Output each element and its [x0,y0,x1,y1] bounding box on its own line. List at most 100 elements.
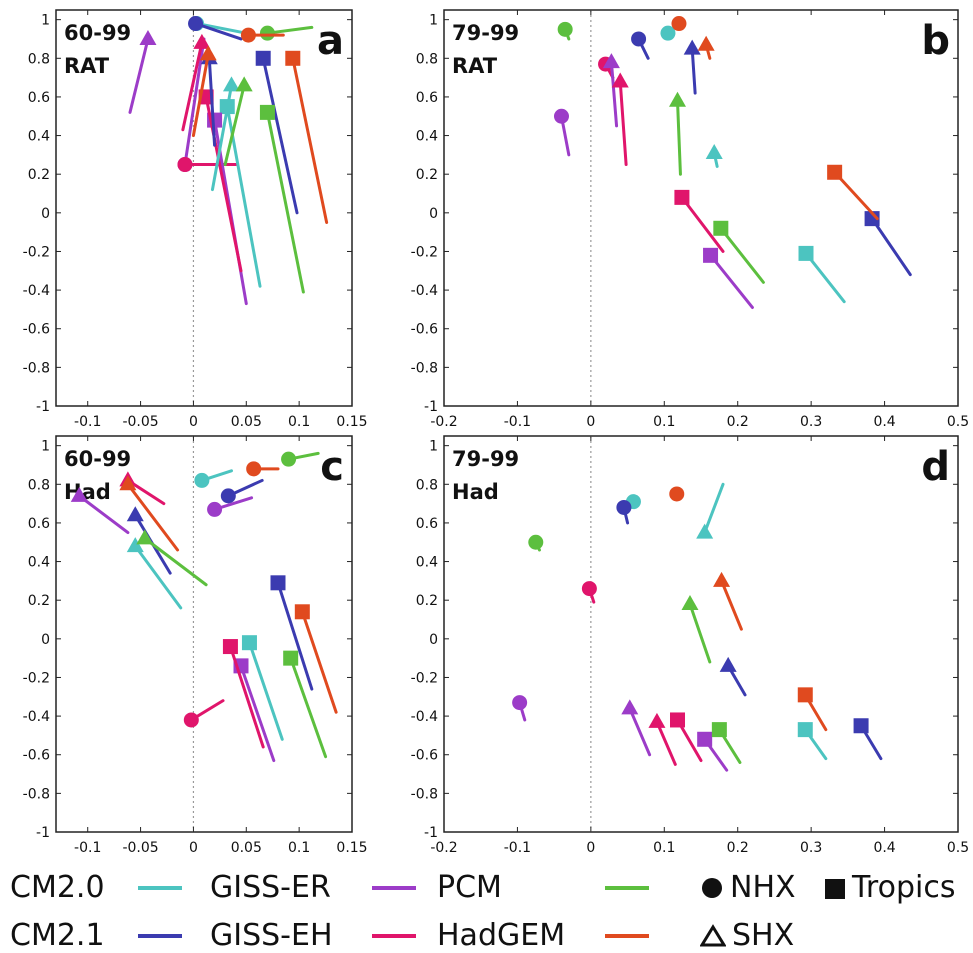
marker-cm2-1-tropics [853,718,869,734]
x-tick-label: 0.1 [288,840,310,856]
marker-cm2-0-tropics [797,722,813,738]
trend-line-giss-eh-tropics [228,645,265,749]
y-tick-label: -0.2 [23,244,50,260]
marker-pcm-nhx [259,25,275,41]
trend-line-giss-er-tropics [709,253,754,309]
trend-line-cm2-1-shx [690,47,697,95]
x-tick-label: 0.5 [947,414,969,430]
marker-hadgem-tropics [285,50,301,66]
marker-cm2-0-tropics [798,245,814,261]
marker-giss-eh-nhx [177,157,193,173]
marker-cm2-1-nhx [220,488,236,504]
marker-giss-eh-tropics [222,639,238,655]
marker-pcm-nhx [528,534,544,550]
trend-line-pcm-tropics [289,656,328,759]
y-tick-label: -1 [36,825,50,841]
legend-line-cm20 [138,886,182,890]
y-tick-label: 0.4 [28,129,50,145]
legend-label-nhx: NHX [730,870,796,905]
trend-line-cm2-0-shx [703,482,725,535]
y-tick-label: -1 [36,399,50,415]
x-tick-label: -0.1 [74,840,101,856]
x-tick-label: 0.1 [653,840,675,856]
x-tick-label: 0.15 [336,840,367,856]
marker-cm2-1-shx [126,506,144,522]
y-tick-label: 0.8 [28,51,50,67]
marker-giss-eh-shx [193,33,211,49]
trend-line-giss-eh-shx [655,720,677,766]
legend-label-tropics: Tropics [852,870,956,905]
y-tick-label: -0.6 [23,748,50,764]
trend-line-pcm-shx [143,536,208,587]
panel-letter: a [317,18,344,64]
trend-line-giss-eh-shx [618,79,628,167]
x-tick-label: 0 [586,840,595,856]
panel-period-label: 60-99 [64,447,131,471]
legend-line-hadgem [605,934,649,938]
panel-a: -1 -0.8 -0.6 -0.4 -0.2 0 0.2 0.4 0.6 0.8 1 -0.1 -0.0… [23,9,368,430]
trend-line-hadgem-shx [191,52,210,138]
legend-label-giss-eh: GISS-EH [210,918,333,953]
marker-hadgem-nhx [671,16,687,32]
y-tick-label: 0.2 [28,167,50,183]
y-tick-label: 1 [41,13,50,29]
marker-pcm-shx [669,91,687,107]
panel-period-label: 79-99 [452,21,519,45]
trend-line-cm2-0-tropics [804,251,846,304]
y-tick-label: -0.6 [411,748,438,764]
panel-letter: d [921,444,950,490]
marker-giss-er-tropics [703,247,719,263]
marker-giss-er-tropics [697,731,713,747]
y-tick-label: -0.2 [411,670,438,686]
marker-hadgem-shx [697,35,715,51]
legend-line-pcm [605,886,649,890]
y-tick-label: -0.4 [23,709,50,725]
marker-cm2-0-shx [705,143,723,159]
y-tick-label: 0.6 [416,90,438,106]
x-tick-label: 0.1 [288,414,310,430]
marker-hadgem-shx [199,45,217,61]
marker-hadgem-nhx [246,461,262,477]
x-tick-label: -0.05 [122,840,158,856]
x-tick-label: 0 [189,840,198,856]
x-tick-label: 0.05 [231,414,262,430]
marker-cm2-0-shx [126,537,144,553]
y-tick-label: 0 [429,206,438,222]
y-tick-label: 0.4 [416,555,438,571]
marker-giss-eh-tropics [674,189,690,205]
trend-line-cm2-1-nhx [194,22,243,41]
marker-hadgem-tropics [827,164,843,180]
x-tick-label: 0.4 [873,840,895,856]
y-tick-label: 0.6 [28,516,50,532]
marker-giss-eh-nhx [581,581,597,597]
x-tick-label: -0.05 [122,414,158,430]
trend-line-hadgem-tropics [833,170,879,221]
marker-giss-er-shx [621,699,639,715]
panel-period-label: 60-99 [64,21,131,45]
y-tick-label: 0.2 [416,593,438,609]
panel-c: -1 -0.8 -0.6 -0.4 -0.2 0 0.2 0.4 0.6 0.8 1 -0.1 -0.0… [23,435,368,856]
trend-line-cm2-1-shx [207,56,217,147]
legend-label-cm21: CM2.1 [10,918,105,953]
marker-pcm-shx [136,529,154,545]
marker-cm2-0-shx [696,523,714,539]
y-tick-label: -1 [424,825,438,841]
legend-label-pcm: PCM [437,870,502,905]
x-tick-label: 0.3 [800,414,822,430]
y-tick-label: -0.2 [23,670,50,686]
x-tick-label: -0.2 [430,840,457,856]
marker-pcm-nhx [281,451,297,467]
y-tick-label: 0.8 [416,51,438,67]
panel-b: -1 -0.8 -0.6 -0.4 -0.2 0 0.2 0.4 0.6 0.8 1 -0.2 -0.1… [411,9,969,430]
y-tick-label: 0.4 [28,555,50,571]
trend-line-pcm-shx [676,99,682,176]
trend-line-giss-er-shx [128,37,150,114]
x-tick-label: -0.2 [430,414,457,430]
x-tick-label: 0 [586,414,595,430]
x-tick-label: 0.3 [800,840,822,856]
trend-line-pcm-tropics [265,110,305,294]
marker-giss-eh-tropics [670,712,686,728]
panel-d: -1 -0.8 -0.6 -0.4 -0.2 0 0.2 0.4 0.6 0.8 1 -0.2 -0.1… [411,435,969,856]
legend-label-cm20: CM2.0 [10,870,105,905]
